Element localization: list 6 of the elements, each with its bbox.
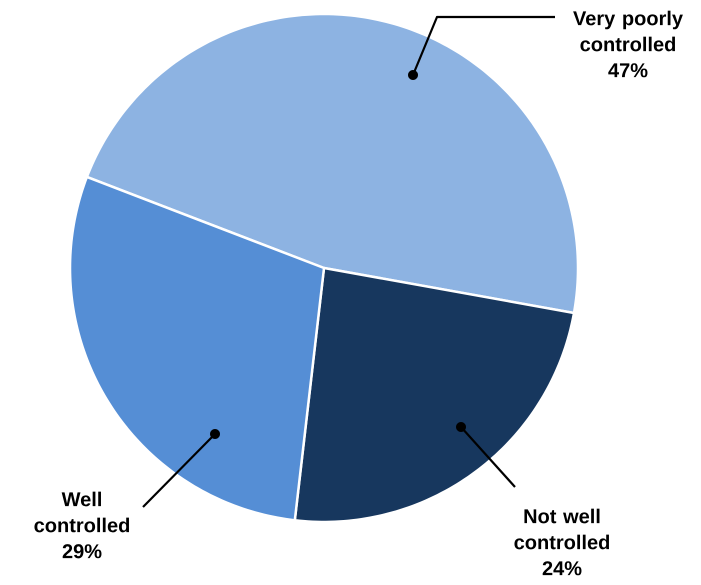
data-label: 29% [62,544,102,558]
slice-label: Not well controlled [514,508,610,550]
data-label: 24% [542,561,582,576]
slice-label: Well controlled [34,492,130,532]
slice-label: Very poorly controlled [573,10,683,52]
data-label: 47% [608,63,648,78]
